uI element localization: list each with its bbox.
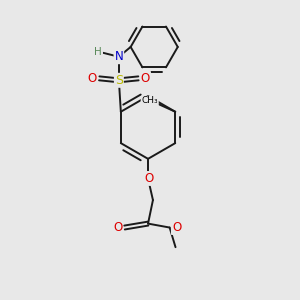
Text: N: N [115, 50, 123, 63]
Text: O: O [88, 72, 97, 85]
Text: H: H [94, 47, 102, 57]
Text: O: O [144, 172, 154, 185]
Text: O: O [172, 221, 181, 234]
Text: S: S [115, 74, 123, 87]
Text: CH₃: CH₃ [141, 96, 158, 105]
Text: O: O [113, 221, 122, 234]
Text: O: O [141, 72, 150, 85]
